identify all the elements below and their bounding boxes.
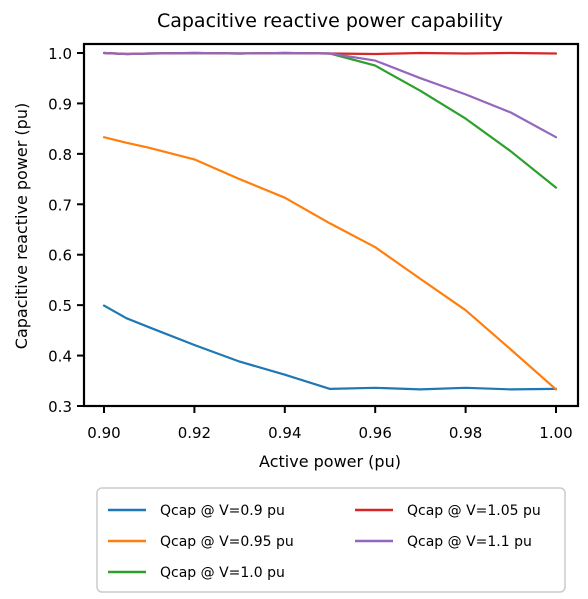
y-tick-label: 0.8	[48, 146, 72, 164]
x-tick-label: 0.98	[449, 424, 482, 442]
legend-label-5: Qcap @ V=1.1 pu	[407, 534, 532, 550]
plot-frame	[82, 42, 580, 408]
y-tick-label: 0.7	[48, 196, 72, 214]
y-tick-label: 1.0	[48, 45, 72, 63]
legend-label-2: Qcap @ V=0.95 pu	[160, 534, 294, 550]
x-tick-label: 0.92	[178, 424, 211, 442]
series-line-1	[102, 304, 558, 391]
legend-label-1: Qcap @ V=0.9 pu	[160, 503, 285, 519]
series-line-2	[102, 136, 558, 391]
chart-title: Capacitive reactive power capability	[157, 10, 503, 32]
x-tick-label: 0.90	[87, 424, 120, 442]
y-axis: 0.3 0.4 0.5 0.6 0.7 0.8 0.9 1.0	[48, 45, 84, 416]
series-group	[102, 51, 558, 391]
x-tick-label: 0.96	[358, 424, 391, 442]
x-tick-label: 1.00	[539, 424, 572, 442]
y-axis-label: Capacitive reactive power (pu)	[12, 103, 31, 349]
y-tick-label: 0.6	[48, 247, 72, 265]
y-tick-label: 0.9	[48, 95, 72, 113]
x-tick-label: 0.94	[268, 424, 301, 442]
x-axis-label: Active power (pu)	[259, 452, 401, 471]
legend-label-4: Qcap @ V=1.05 pu	[407, 503, 541, 519]
series-line-5	[102, 51, 558, 139]
y-tick-label: 0.3	[48, 398, 72, 416]
y-tick-label: 0.4	[48, 348, 72, 366]
x-axis: 0.90 0.92 0.94 0.96 0.98 1.00	[87, 406, 573, 442]
plot-area: 0.90 0.92 0.94 0.96 0.98 1.00 0.3 0.4 0.5 0.6 0.7…	[48, 42, 580, 442]
y-tick-label: 0.5	[48, 297, 72, 315]
series-line-3	[102, 51, 558, 189]
legend: Qcap @ V=0.9 pu Qcap @ V=0.95 pu Qcap @ V=…	[96, 487, 566, 593]
legend-frame	[96, 487, 566, 593]
legend-label-3: Qcap @ V=1.0 pu	[160, 565, 285, 581]
